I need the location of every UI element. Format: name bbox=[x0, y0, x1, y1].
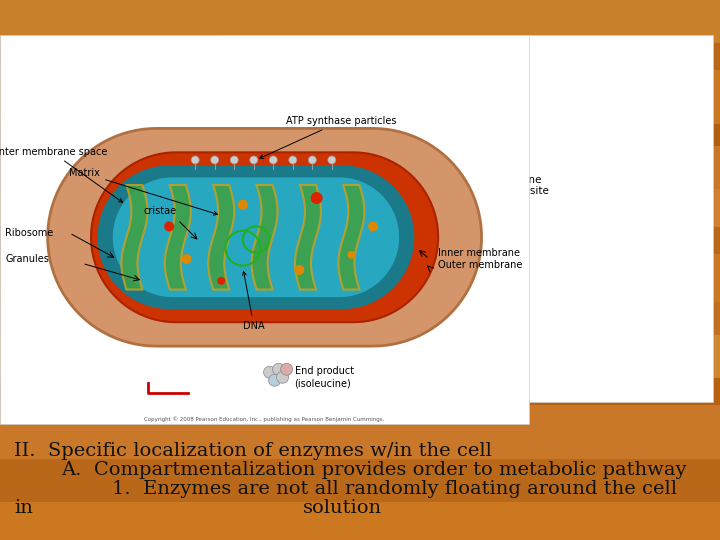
Text: Matrix: Matrix bbox=[69, 168, 217, 215]
Circle shape bbox=[454, 104, 478, 128]
Bar bbox=[0, 227, 720, 254]
Text: II.  Specific localization of enzymes w/in the cell: II. Specific localization of enzymes w/i… bbox=[14, 442, 492, 460]
Circle shape bbox=[383, 223, 411, 251]
Circle shape bbox=[328, 156, 336, 164]
Text: Granules: Granules bbox=[5, 254, 49, 264]
Bar bbox=[0, 459, 720, 502]
Circle shape bbox=[211, 156, 219, 164]
Text: inter membrane space: inter membrane space bbox=[0, 146, 122, 202]
Circle shape bbox=[289, 156, 297, 164]
Bar bbox=[0, 43, 720, 70]
Polygon shape bbox=[208, 185, 234, 289]
Bar bbox=[0, 335, 720, 378]
Circle shape bbox=[181, 254, 192, 264]
Circle shape bbox=[308, 156, 316, 164]
Bar bbox=[0, 35, 529, 424]
Text: Copyright © 2008 Pearson Education, Inc., publishing as Pearson Benjamin Cumming: Copyright © 2008 Pearson Education, Inc.… bbox=[145, 416, 384, 422]
Circle shape bbox=[368, 221, 378, 231]
Circle shape bbox=[264, 366, 276, 378]
Bar bbox=[0, 302, 720, 335]
Bar bbox=[0, 124, 720, 146]
Circle shape bbox=[294, 265, 305, 275]
Circle shape bbox=[289, 227, 301, 239]
Circle shape bbox=[281, 363, 292, 375]
Circle shape bbox=[276, 227, 289, 239]
Circle shape bbox=[467, 106, 478, 118]
Bar bbox=[0, 378, 720, 405]
Circle shape bbox=[192, 156, 199, 164]
Circle shape bbox=[273, 363, 284, 375]
Circle shape bbox=[486, 227, 498, 239]
Bar bbox=[220, 35, 713, 402]
Circle shape bbox=[217, 277, 225, 285]
Polygon shape bbox=[122, 185, 148, 289]
Polygon shape bbox=[48, 129, 482, 346]
Polygon shape bbox=[113, 178, 399, 297]
Circle shape bbox=[238, 200, 248, 210]
Text: DNA: DNA bbox=[243, 272, 264, 330]
Text: in: in bbox=[14, 498, 33, 517]
Text: Active site
available: Active site available bbox=[301, 145, 356, 167]
Circle shape bbox=[474, 227, 486, 239]
Circle shape bbox=[397, 227, 409, 239]
Text: solution: solution bbox=[302, 498, 382, 517]
Circle shape bbox=[472, 223, 500, 251]
Polygon shape bbox=[295, 185, 321, 289]
Circle shape bbox=[385, 227, 397, 239]
Bar bbox=[0, 254, 720, 302]
Circle shape bbox=[276, 371, 289, 383]
Text: A.  Compartmentalization provides order to metabolic pathway: A. Compartmentalization provides order t… bbox=[61, 461, 687, 479]
Bar bbox=[0, 70, 720, 124]
Text: Ribosome: Ribosome bbox=[5, 228, 53, 238]
Polygon shape bbox=[338, 185, 364, 289]
Polygon shape bbox=[98, 165, 414, 309]
Text: Initial substrate
(threonine): Initial substrate (threonine) bbox=[435, 79, 517, 101]
Bar bbox=[0, 146, 720, 189]
Text: 1.  Enzymes are not all randomly floating around the cell: 1. Enzymes are not all randomly floating… bbox=[112, 480, 677, 498]
Circle shape bbox=[164, 221, 174, 231]
Polygon shape bbox=[251, 185, 278, 289]
Polygon shape bbox=[91, 152, 438, 322]
Circle shape bbox=[347, 251, 356, 259]
Text: ATP synthase particles: ATP synthase particles bbox=[259, 116, 397, 159]
Circle shape bbox=[274, 223, 302, 251]
Bar bbox=[0, 405, 720, 459]
Circle shape bbox=[310, 192, 323, 204]
Bar bbox=[0, 502, 720, 540]
Bar bbox=[0, 0, 720, 43]
Polygon shape bbox=[165, 185, 191, 289]
Circle shape bbox=[230, 156, 238, 164]
Circle shape bbox=[454, 106, 467, 118]
Circle shape bbox=[269, 156, 277, 164]
Circle shape bbox=[250, 156, 258, 164]
Circle shape bbox=[269, 374, 281, 386]
Text: End product
(isoleucine): End product (isoleucine) bbox=[294, 367, 354, 388]
Text: Inner membrane
Outer membrane: Inner membrane Outer membrane bbox=[438, 248, 523, 270]
Text: Threonine
in active site: Threonine in active site bbox=[482, 174, 549, 196]
Bar bbox=[0, 189, 720, 227]
Text: cristae: cristae bbox=[143, 206, 176, 216]
